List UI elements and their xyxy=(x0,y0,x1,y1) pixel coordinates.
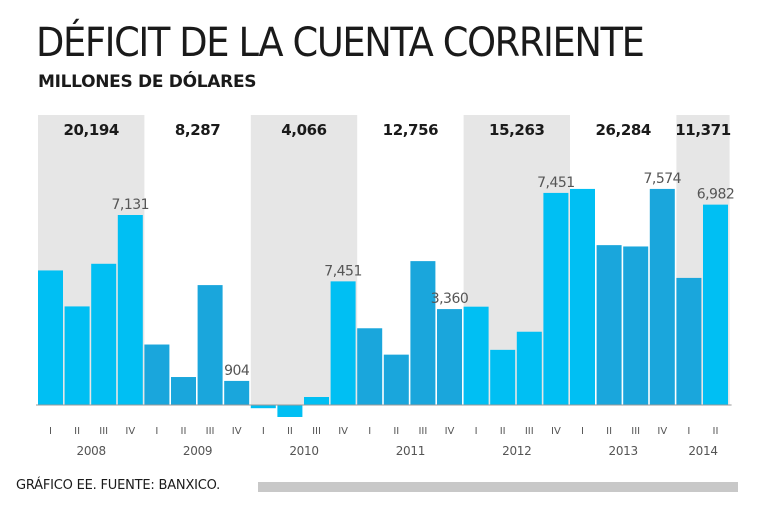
quarter-tick-2011-III: III xyxy=(418,426,427,437)
quarter-tick-2012-IV: IV xyxy=(551,426,561,437)
year-label-2014: 2014 xyxy=(688,444,717,458)
quarter-tick-2010-II: II xyxy=(287,426,293,437)
bar-2008-I xyxy=(38,270,63,405)
year-total-2014: 11,371 xyxy=(675,121,730,139)
footer-divider xyxy=(258,482,738,492)
data-label-2008-IV: 7,131 xyxy=(112,197,150,213)
year-total-2008: 20,194 xyxy=(63,121,118,139)
bar-2013-IV xyxy=(649,188,675,405)
bar-2010-II xyxy=(277,405,303,417)
chart-title: DÉFICIT DE LA CUENTA CORRIENTE xyxy=(36,20,645,66)
bar-2011-I xyxy=(357,328,383,405)
year-label-2008: 2008 xyxy=(77,444,106,458)
bar-2010-III xyxy=(304,397,329,405)
bar-2008-III xyxy=(91,263,117,405)
year-total-2011: 12,756 xyxy=(383,121,438,139)
quarter-tick-2014-I: I xyxy=(687,426,690,437)
bar-2012-IV xyxy=(543,192,569,405)
data-label-2009-IV: 904 xyxy=(224,363,250,379)
quarter-tick-2011-I: I xyxy=(368,426,371,437)
year-total-2012: 15,263 xyxy=(489,121,544,139)
bar-2010-I xyxy=(250,405,276,409)
year-total-2009: 8,287 xyxy=(175,121,220,139)
data-label-2013-IV: 7,574 xyxy=(644,171,682,187)
quarter-tick-2012-II: II xyxy=(500,426,506,437)
bar-2009-I xyxy=(144,344,170,405)
quarter-tick-2010-IV: IV xyxy=(338,426,348,437)
quarter-tick-2009-III: III xyxy=(206,426,215,437)
quarter-tick-2009-I: I xyxy=(155,426,158,437)
chart-subtitle: MILLONES DE DÓLARES xyxy=(38,72,257,92)
quarter-tick-2013-IV: IV xyxy=(657,426,667,437)
data-label-2011-IV: 3,360 xyxy=(431,291,469,307)
quarter-tick-2009-IV: IV xyxy=(232,426,242,437)
bar-2014-II xyxy=(703,204,728,405)
quarter-tick-2011-IV: IV xyxy=(445,426,455,437)
quarter-tick-2008-IV: IV xyxy=(125,426,135,437)
bar-2013-III xyxy=(623,246,649,405)
year-label-2013: 2013 xyxy=(609,444,638,458)
bar-2011-II xyxy=(383,354,409,405)
quarter-tick-2014-II: II xyxy=(713,426,719,437)
bar-2011-III xyxy=(410,261,436,405)
bar-2009-II xyxy=(171,377,196,405)
bar-2012-II xyxy=(490,349,516,405)
quarter-tick-2013-I: I xyxy=(581,426,584,437)
bar-2013-I xyxy=(570,188,595,405)
bar-2009-III xyxy=(197,285,223,405)
year-total-2010: 4,066 xyxy=(281,121,326,139)
quarter-tick-2012-III: III xyxy=(525,426,534,437)
year-label-2009: 2009 xyxy=(183,444,212,458)
data-label-2012-IV: 7,451 xyxy=(537,175,575,191)
bar-2008-II xyxy=(64,306,90,405)
quarter-tick-2013-III: III xyxy=(631,426,640,437)
bar-2009-IV xyxy=(224,380,250,405)
quarter-tick-2011-II: II xyxy=(393,426,399,437)
bar-2011-IV xyxy=(437,309,462,405)
year-total-2013: 26,284 xyxy=(595,121,650,139)
quarter-tick-2010-I: I xyxy=(262,426,265,437)
data-label-2014-II: 6,982 xyxy=(697,187,735,203)
source-note: GRÁFICO EE. FUENTE: BANXICO. xyxy=(16,478,221,493)
quarter-tick-2013-II: II xyxy=(606,426,612,437)
quarter-tick-2009-II: II xyxy=(181,426,187,437)
quarter-tick-2008-III: III xyxy=(99,426,108,437)
data-label-2010-IV: 7,451 xyxy=(324,263,362,279)
bar-2008-IV xyxy=(117,215,143,405)
year-label-2012: 2012 xyxy=(502,444,531,458)
bar-2014-I xyxy=(676,277,702,405)
quarter-tick-2010-III: III xyxy=(312,426,321,437)
quarter-tick-2008-I: I xyxy=(49,426,52,437)
bar-2013-II xyxy=(596,245,622,405)
bar-2012-III xyxy=(516,331,542,405)
bar-2010-IV xyxy=(330,281,356,405)
quarter-tick-2008-II: II xyxy=(74,426,80,437)
year-label-2010: 2010 xyxy=(289,444,318,458)
year-label-2011: 2011 xyxy=(396,444,425,458)
quarter-tick-2012-I: I xyxy=(475,426,478,437)
bar-2012-I xyxy=(463,306,489,405)
